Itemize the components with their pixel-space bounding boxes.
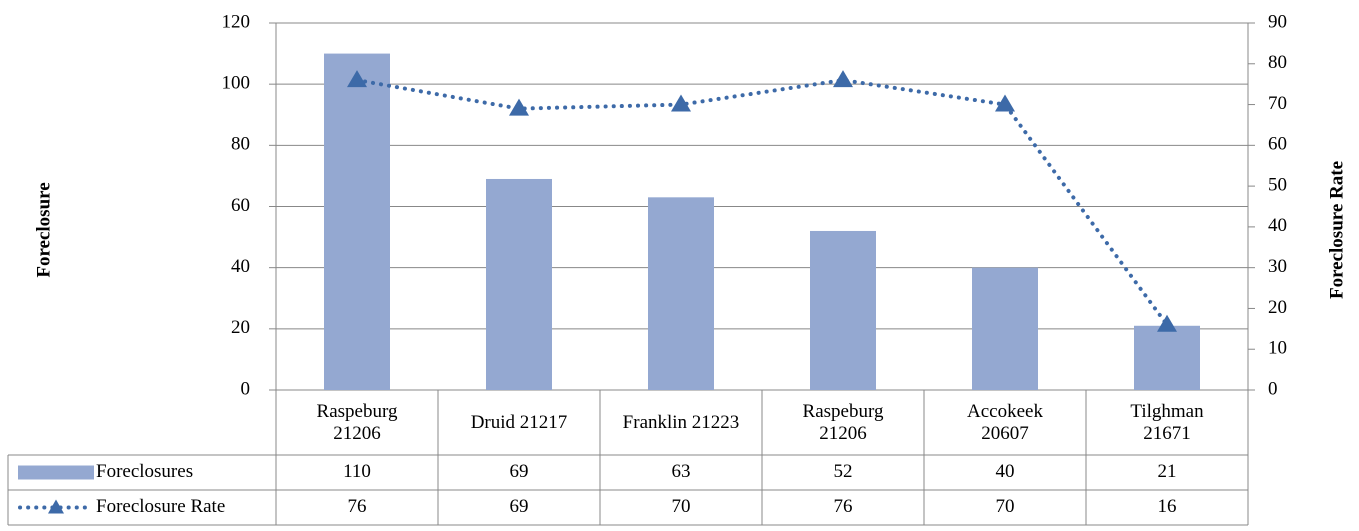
x-tick-label: Raspeburg 21206 [316,400,398,444]
table-value: 21 [1158,461,1177,482]
y2-tick-label: 70 [1268,93,1287,114]
line-marker [833,70,853,88]
line-marker [671,94,691,112]
line [355,78,1169,327]
bar [324,53,390,390]
bar [486,178,552,390]
table-value: 76 [834,496,853,517]
table-value: 52 [834,461,853,482]
table-value: 76 [348,496,367,517]
table-value: 69 [510,496,529,517]
line-marker [995,94,1015,112]
table-value: 110 [343,461,371,482]
table-value: 70 [996,496,1015,517]
y2-tick-label: 80 [1268,52,1287,73]
table-value: 40 [996,461,1015,482]
legend-label: Foreclosures [96,461,193,482]
y2-tick-label: 10 [1268,338,1287,359]
y2-tick-label: 20 [1268,297,1287,318]
line-marker [347,70,367,88]
y2-tick-label: 50 [1268,174,1287,195]
line-marker [509,98,529,116]
y2-axis-title: Foreclosure Rate [1326,161,1347,299]
y2-tick-label: 40 [1268,215,1287,236]
legend-label: Foreclosure Rate [96,496,225,517]
table-value: 16 [1158,496,1177,517]
table-value: 70 [672,496,691,517]
legend-swatch [18,465,94,480]
y-tick-label: 100 [222,73,251,94]
table-value: 69 [510,461,529,482]
bar [648,197,714,390]
table-value: 63 [672,461,691,482]
x-tick-label: Raspeburg 21206 [802,400,884,444]
y-axis-title: Foreclosure [33,182,54,277]
y-tick-label: 60 [231,195,250,216]
bar [1134,325,1200,390]
x-tick-label: Druid 21217 [470,411,568,433]
y-tick-label: 40 [231,256,250,277]
y-tick-label: 20 [231,317,250,338]
bar [810,230,876,390]
y2-tick-label: 30 [1268,256,1287,277]
y-tick-label: 120 [222,11,251,32]
y2-tick-label: 0 [1268,378,1278,399]
y-tick-label: 0 [241,378,251,399]
y2-tick-label: 90 [1268,11,1287,32]
x-tick-label: Tilghman 21671 [1130,400,1204,444]
x-tick-label: Accokeek 20607 [967,400,1043,444]
bar [972,267,1038,390]
line-marker [1157,314,1177,332]
x-tick-label: Franklin 21223 [622,411,740,433]
y-tick-label: 80 [231,134,250,155]
y2-tick-label: 60 [1268,134,1287,155]
legend-marker [48,499,64,514]
